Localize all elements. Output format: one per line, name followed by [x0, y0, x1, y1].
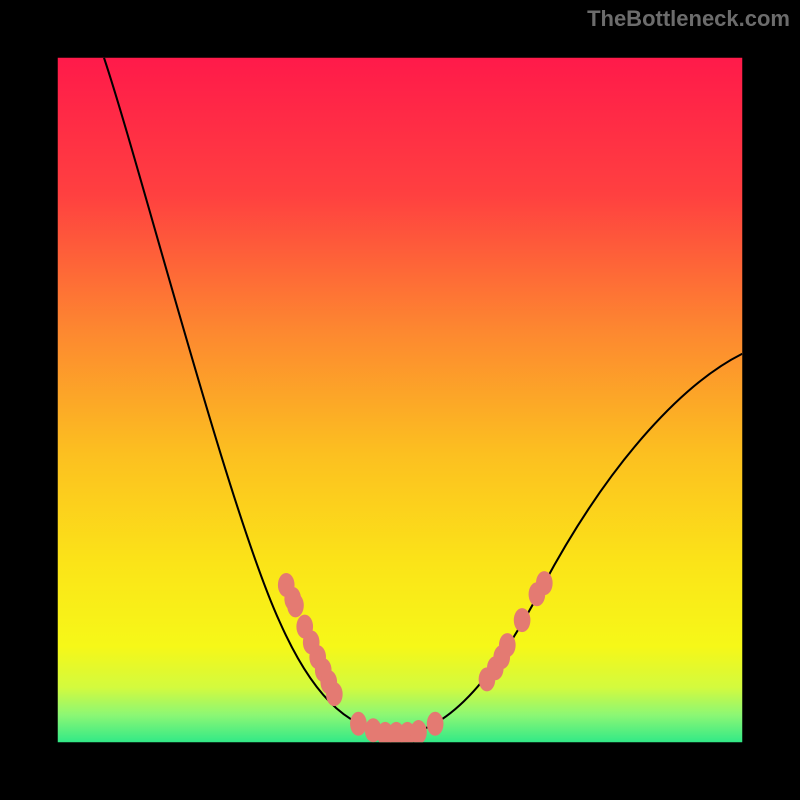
- curve-marker: [287, 593, 304, 617]
- curve-marker: [326, 682, 343, 706]
- curve-marker: [499, 633, 516, 657]
- curve-marker: [427, 712, 444, 736]
- curve-marker: [410, 720, 427, 744]
- plot-background: [58, 58, 743, 743]
- curve-marker: [514, 608, 531, 632]
- chart-svg: [30, 30, 770, 770]
- curve-marker: [350, 712, 367, 736]
- plot-area: [30, 30, 770, 770]
- curve-marker: [536, 571, 553, 595]
- watermark-text: TheBottleneck.com: [587, 6, 790, 32]
- chart-container: TheBottleneck.com: [0, 0, 800, 800]
